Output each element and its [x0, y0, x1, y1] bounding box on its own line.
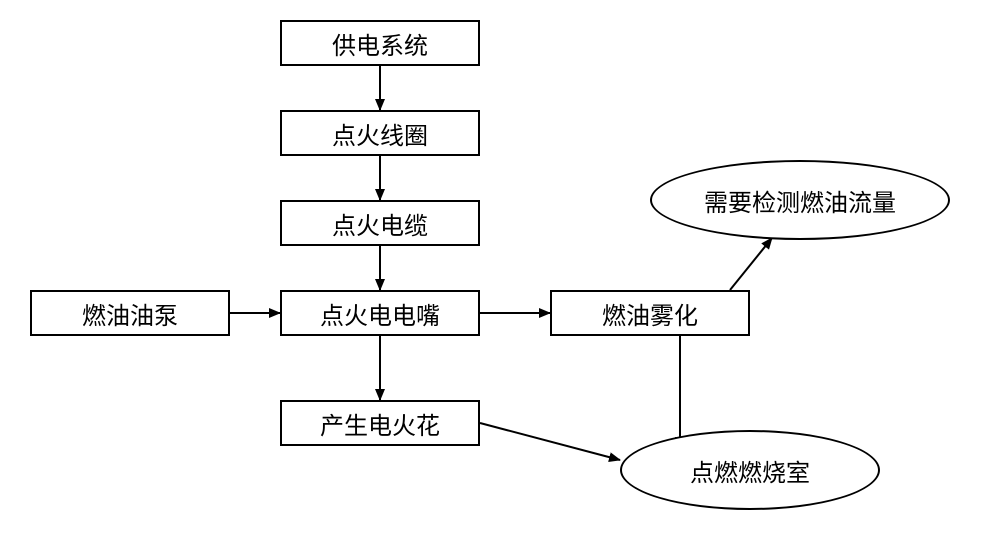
node-generate-spark: 产生电火花	[280, 400, 480, 446]
node-fuel-atomization: 燃油雾化	[550, 290, 750, 336]
node-label: 燃油雾化	[602, 296, 698, 331]
node-label: 点火电缆	[332, 206, 428, 241]
edge-n7-n8	[730, 238, 772, 290]
edge-n5-n9	[480, 423, 620, 460]
node-label: 点燃燃烧室	[690, 453, 810, 488]
node-ignition-nozzle: 点火电电嘴	[280, 290, 480, 336]
node-label: 产生电火花	[320, 406, 440, 441]
flowchart-canvas: 供电系统 点火线圈 点火电缆 点火电电嘴 产生电火花 燃油油泵 燃油雾化 需要检…	[0, 0, 1000, 558]
node-label: 供电系统	[332, 26, 428, 61]
node-label: 燃油油泵	[82, 296, 178, 331]
node-ignition-cable: 点火电缆	[280, 200, 480, 246]
node-label: 需要检测燃油流量	[704, 183, 896, 218]
node-fuel-pump: 燃油油泵	[30, 290, 230, 336]
node-detect-fuel-flow: 需要检测燃油流量	[650, 160, 950, 240]
node-ignite-chamber: 点燃燃烧室	[620, 430, 880, 510]
node-label: 点火线圈	[332, 116, 428, 151]
node-label: 点火电电嘴	[320, 296, 440, 331]
node-ignition-coil: 点火线圈	[280, 110, 480, 156]
node-power-supply: 供电系统	[280, 20, 480, 66]
